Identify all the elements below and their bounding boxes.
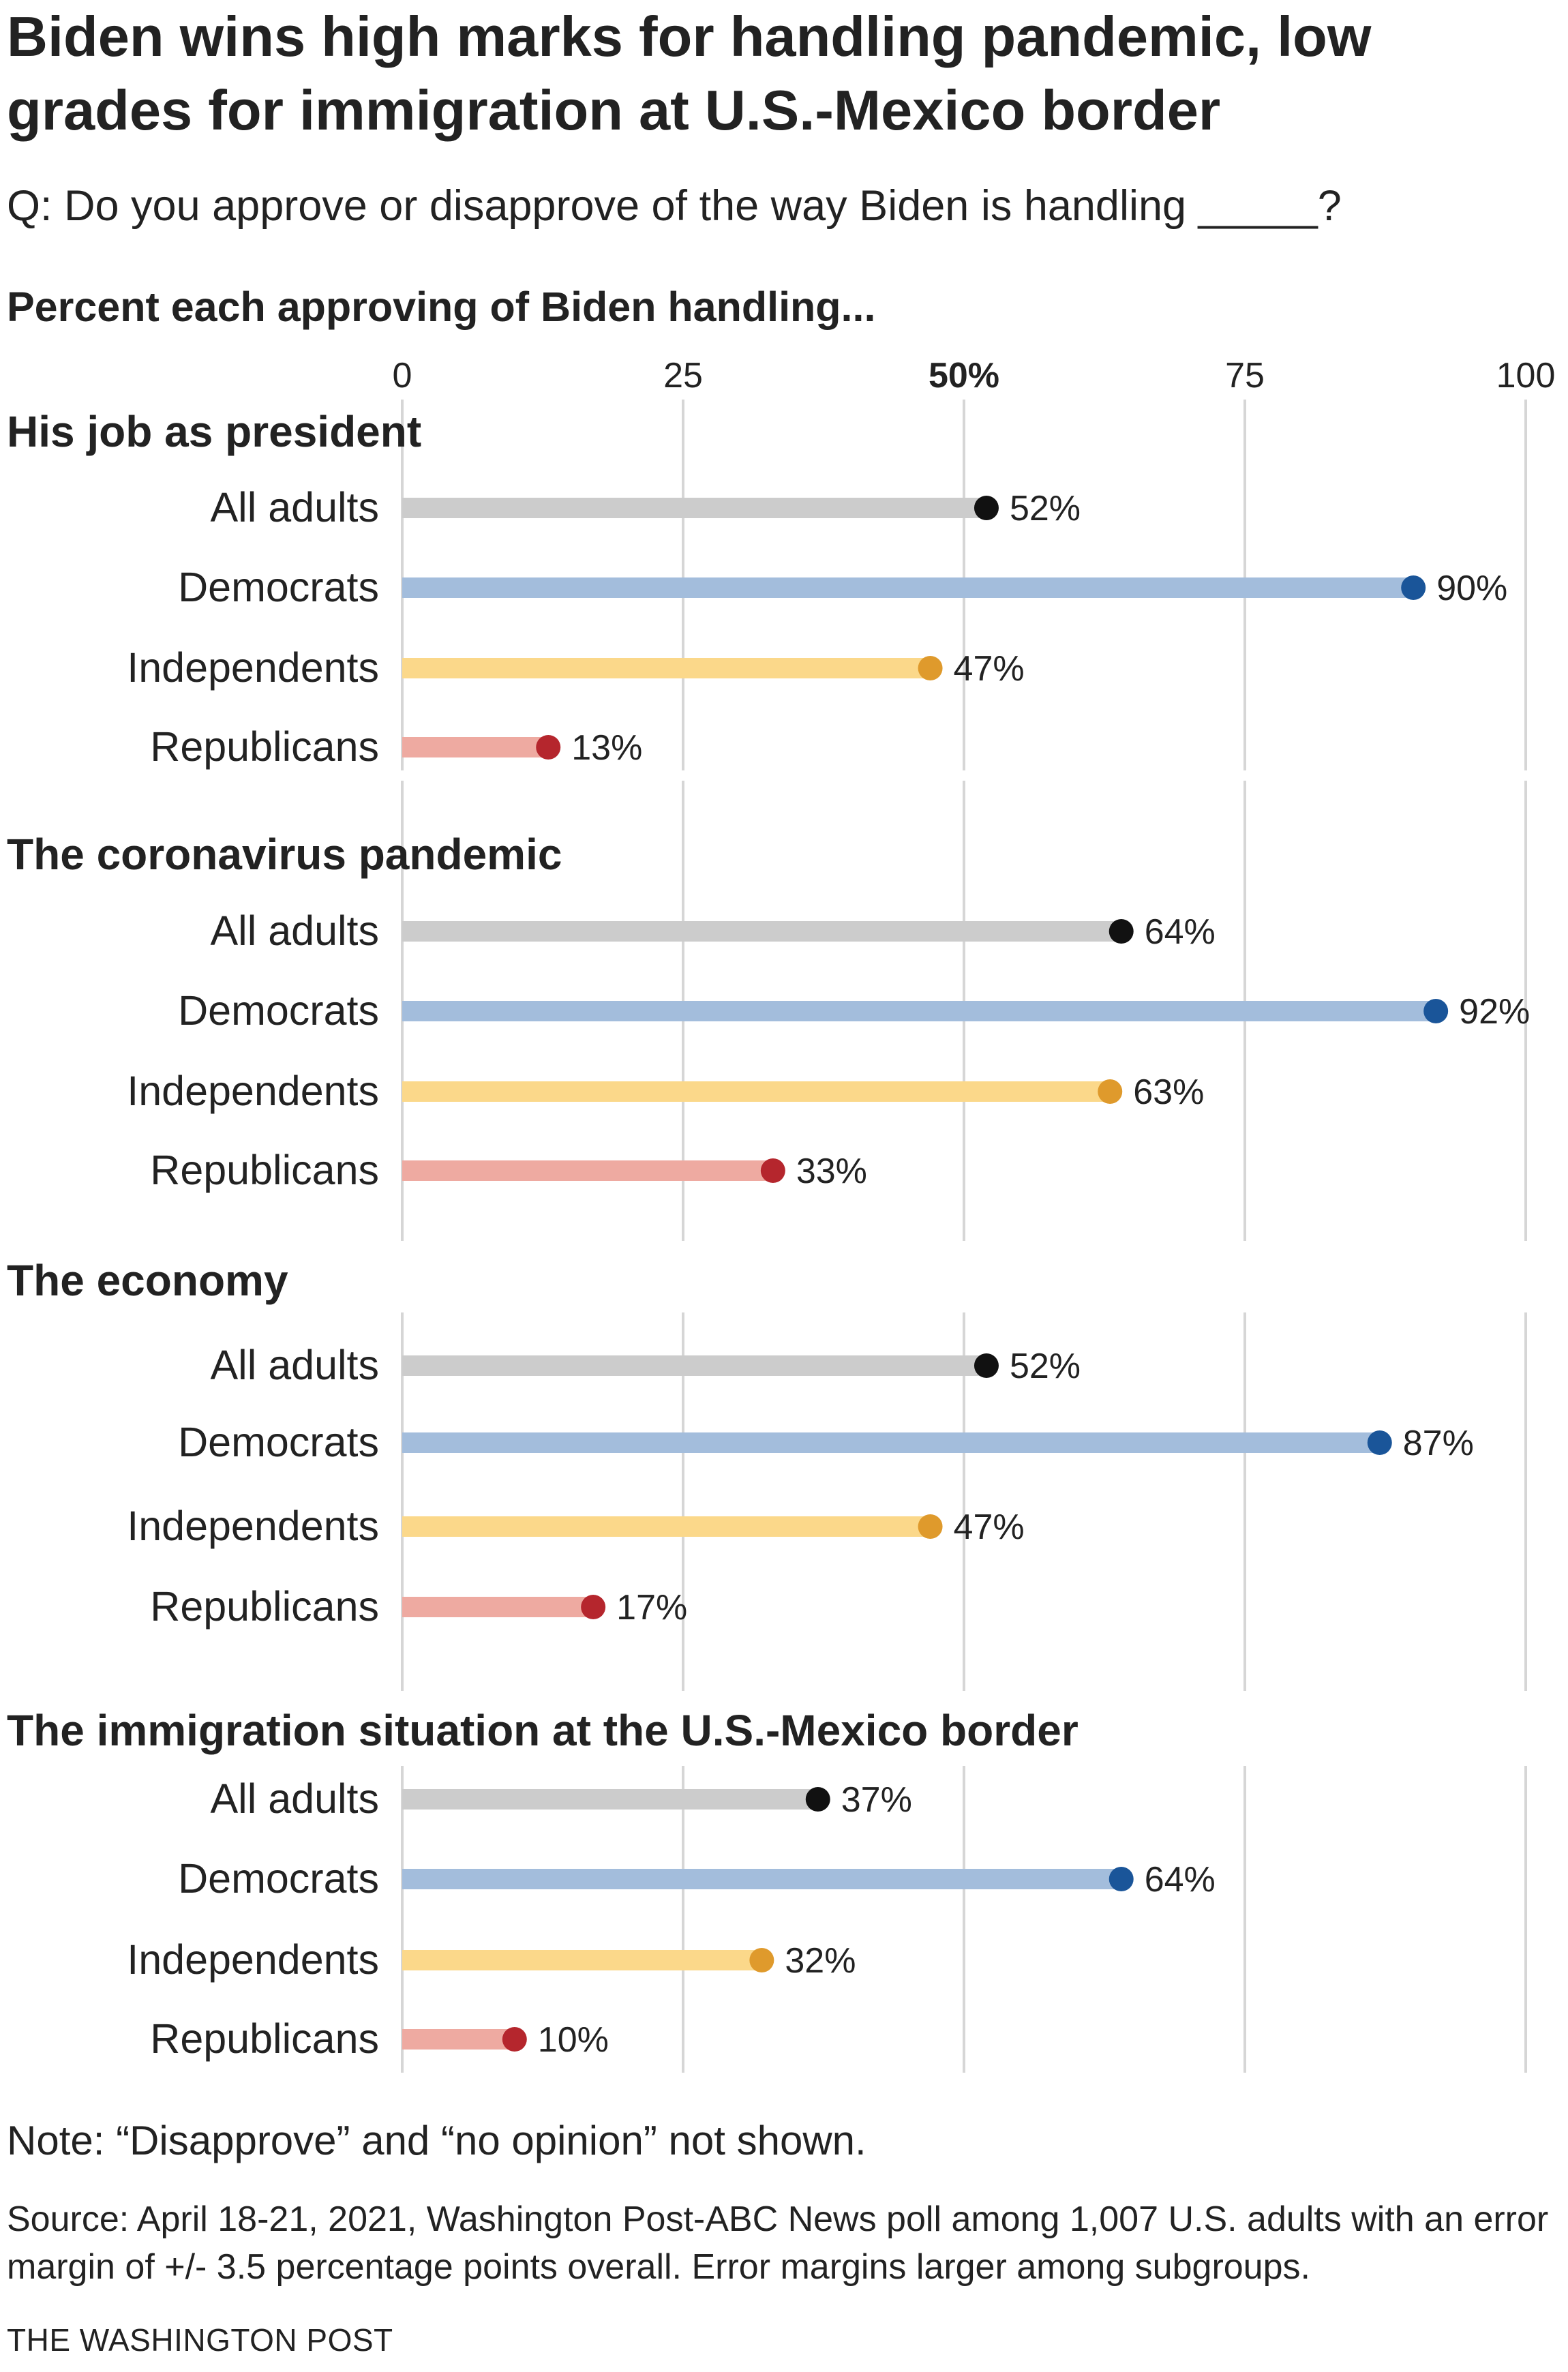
data-label: 47% — [954, 1507, 1025, 1547]
dot-marker — [1109, 1867, 1134, 1891]
dot-marker — [1367, 1430, 1392, 1455]
chart-subtitle: Percent each approving of Biden handling… — [7, 284, 876, 330]
data-label: 32% — [785, 1941, 856, 1981]
data-label: 10% — [538, 2020, 609, 2060]
row-label: All adults — [210, 1775, 379, 1822]
dot-marker — [760, 1158, 785, 1183]
bar — [402, 2029, 515, 2050]
row-label: Democrats — [178, 1855, 379, 1902]
dot-marker — [805, 1787, 830, 1812]
chart-title: Biden wins high marks for handling pande… — [7, 5, 1372, 142]
publisher-credit: THE WASHINGTON POST — [7, 2322, 393, 2358]
row-label: Republicans — [150, 1583, 379, 1630]
row-label: Democrats — [178, 987, 379, 1034]
dot-bar-chart: 0 25 50% 75 100 His job as president All adult… — [7, 356, 1556, 2073]
data-label: 92% — [1459, 992, 1530, 1032]
bar — [402, 498, 986, 518]
dot-marker — [1401, 575, 1426, 600]
x-tick-label: 50% — [929, 356, 999, 395]
dot-marker — [918, 1514, 943, 1539]
row-label: Independents — [127, 1503, 379, 1549]
panel-title: The coronavirus pandemic — [7, 830, 562, 879]
row-label: All adults — [210, 907, 379, 954]
bar — [402, 737, 549, 757]
dot-marker — [918, 656, 943, 680]
bar — [402, 577, 1414, 598]
row-label: Republicans — [150, 2015, 379, 2062]
row-label: All adults — [210, 484, 379, 530]
chart-note: Note: “Disapprove” and “no opinion” not … — [7, 2118, 866, 2163]
panel-title: His job as president — [7, 407, 421, 456]
bar — [402, 1789, 818, 1810]
bar — [402, 1081, 1111, 1102]
bar — [402, 1950, 762, 1970]
data-label: 52% — [1010, 1347, 1081, 1386]
data-label: 64% — [1145, 1860, 1216, 1900]
panel-title: The economy — [7, 1256, 288, 1305]
x-tick-label: 100 — [1496, 356, 1556, 395]
row-label: Independents — [127, 1936, 379, 1983]
bar — [402, 658, 931, 678]
data-label: 87% — [1403, 1424, 1474, 1463]
data-label: 90% — [1436, 569, 1507, 608]
bar — [402, 1516, 931, 1537]
data-label: 37% — [841, 1780, 912, 1820]
dot-marker — [749, 1948, 774, 1972]
bar — [402, 921, 1121, 942]
bar — [402, 1355, 986, 1376]
dot-marker — [974, 496, 999, 520]
dot-marker — [1423, 999, 1449, 1023]
survey-question: Q: Do you approve or disapprove of the w… — [7, 182, 1342, 230]
dot-marker — [502, 2027, 527, 2052]
data-label: 17% — [616, 1588, 687, 1627]
bar — [402, 1432, 1380, 1453]
dot-marker — [974, 1353, 999, 1378]
dot-marker — [1109, 919, 1134, 944]
row-label: Republicans — [150, 723, 379, 770]
row-label: Independents — [127, 1068, 379, 1114]
bar — [402, 1869, 1121, 1889]
x-tick-label: 0 — [393, 356, 412, 395]
row-label: Republicans — [150, 1147, 379, 1193]
bar — [402, 1597, 594, 1617]
data-label: 47% — [954, 649, 1025, 689]
data-label: 64% — [1145, 912, 1216, 952]
row-label: Independents — [127, 644, 379, 691]
row-label: All adults — [210, 1342, 379, 1388]
row-label: Democrats — [178, 1419, 379, 1465]
data-label: 52% — [1010, 489, 1081, 528]
data-label: 33% — [796, 1152, 867, 1191]
chart-source: Source: April 18-21, 2021, Washington Po… — [7, 2200, 1549, 2287]
data-label: 13% — [571, 728, 642, 768]
x-tick-label: 75 — [1225, 356, 1265, 395]
data-label: 63% — [1133, 1072, 1204, 1112]
dot-marker — [536, 735, 561, 760]
bar — [402, 1001, 1436, 1021]
x-tick-label: 25 — [663, 356, 703, 395]
row-label: Democrats — [178, 564, 379, 610]
dot-marker — [1098, 1079, 1123, 1104]
bar — [402, 1160, 773, 1181]
dot-marker — [581, 1595, 606, 1619]
panel-title: The immigration situation at the U.S.-Me… — [7, 1706, 1079, 1755]
